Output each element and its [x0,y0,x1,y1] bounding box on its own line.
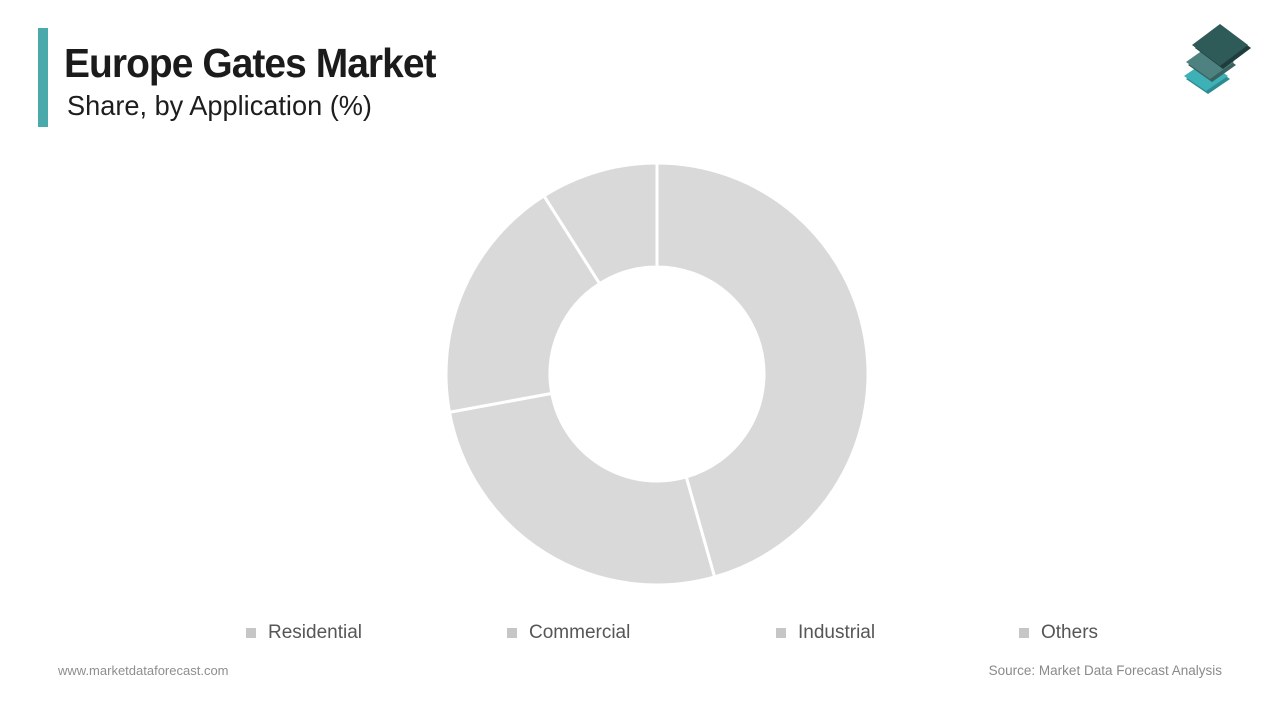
legend-swatch-icon [1019,628,1029,638]
legend-swatch-icon [776,628,786,638]
donut-segment-commercial[interactable] [447,391,717,587]
donut-segment-industrial[interactable] [444,194,602,414]
legend-item-others[interactable]: Others [1019,621,1098,645]
logo-top-layer [1192,24,1251,69]
legend-label: Commercial [529,622,631,643]
donut-segment-others[interactable] [542,161,659,286]
page-title: Europe Gates Market [64,40,437,86]
legend-item-residential[interactable]: Residential [246,621,362,645]
website-link[interactable]: www.marketdataforecast.com [58,663,229,678]
title-accent-bar [38,28,48,127]
legend-label: Others [1041,622,1099,643]
legend-label: Residential [268,622,362,643]
market-data-forecast-logo-icon[interactable] [1180,18,1254,96]
source-attribution: Source: Market Data Forecast Analysis [988,663,1222,678]
donut-chart [444,161,870,587]
donut-segment-residential[interactable] [655,161,870,579]
legend-item-commercial[interactable]: Commercial [507,621,630,645]
legend-swatch-icon [246,628,256,638]
legend-swatch-icon [507,628,517,638]
legend-label: Industrial [798,622,876,643]
page-subtitle: Share, by Application (%) [67,90,372,121]
legend-item-industrial[interactable]: Industrial [776,621,875,645]
